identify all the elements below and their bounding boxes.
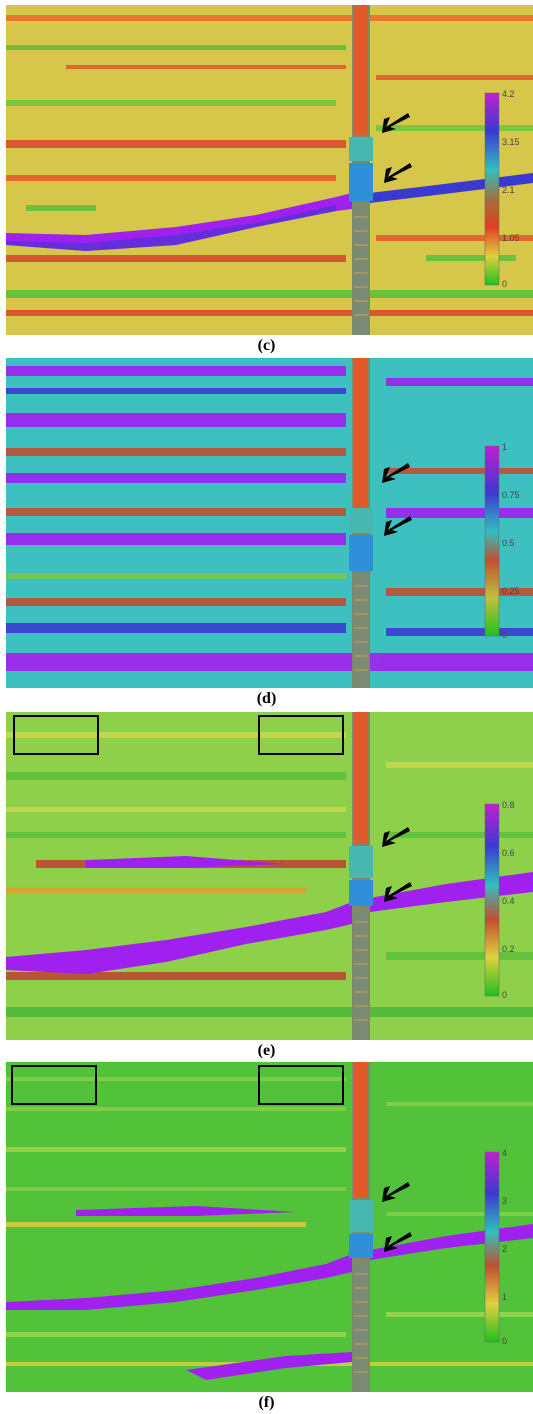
- scale-tick: 0.4: [502, 896, 515, 906]
- panel-c: 4.2 3.15 2.1 1.05 0: [6, 5, 533, 335]
- panel-f: 4 3 2 1 0: [6, 1062, 533, 1392]
- arrow-icon: [382, 113, 410, 133]
- seismic-section-e: 0.8 0.6 0.4 0.2 0: [6, 712, 533, 1040]
- scale-tick: 0: [502, 279, 507, 289]
- seismic-section-f: 4 3 2 1 0: [6, 1062, 533, 1392]
- color-scale: [484, 92, 500, 286]
- scale-tick: 0.75: [502, 490, 520, 500]
- arrow-icon: [384, 516, 412, 536]
- scale-tick: 0: [502, 630, 507, 640]
- scale-tick: 0: [502, 1336, 507, 1346]
- scale-tick: 4: [502, 1148, 507, 1158]
- highlight-box: [258, 715, 344, 755]
- scale-tick: 1.05: [502, 233, 520, 243]
- color-scale: [484, 803, 500, 997]
- arrow-icon: [384, 882, 412, 902]
- scale-tick: 4.2: [502, 89, 515, 99]
- caption-d: (d): [256, 690, 277, 707]
- scale-tick: 0.2: [502, 944, 515, 954]
- scale-tick: 0.5: [502, 538, 515, 548]
- arrow-icon: [384, 1232, 412, 1252]
- scale-tick: 0.8: [502, 800, 515, 810]
- seismic-section-d: 1 0.75 0.5 0.25 0: [6, 358, 533, 688]
- scale-tick: 3: [502, 1196, 507, 1206]
- color-scale: [484, 1151, 500, 1343]
- scale-tick: 3.15: [502, 137, 520, 147]
- scale-tick: 0.25: [502, 586, 520, 596]
- scale-tick: 1: [502, 442, 507, 452]
- color-scale: [484, 445, 500, 637]
- scale-tick: 2: [502, 1244, 507, 1254]
- caption-e: (e): [257, 1042, 276, 1059]
- highlight-box: [13, 715, 99, 755]
- scale-tick: 0: [502, 990, 507, 1000]
- arrow-icon: [384, 163, 412, 183]
- seismic-section-c: 4.2 3.15 2.1 1.05 0: [6, 5, 533, 335]
- highlight-box: [258, 1065, 344, 1105]
- caption-f: (f): [258, 1394, 275, 1411]
- arrow-icon: [382, 827, 410, 847]
- arrow-icon: [382, 1182, 410, 1202]
- scale-tick: 2.1: [502, 185, 515, 195]
- arrow-icon: [382, 463, 410, 483]
- scale-tick: 0.6: [502, 848, 515, 858]
- highlight-box: [11, 1065, 97, 1105]
- scale-tick: 1: [502, 1292, 507, 1302]
- caption-c: (c): [257, 337, 276, 354]
- panel-d: 1 0.75 0.5 0.25 0: [6, 358, 533, 688]
- panel-e: 0.8 0.6 0.4 0.2 0: [6, 712, 533, 1040]
